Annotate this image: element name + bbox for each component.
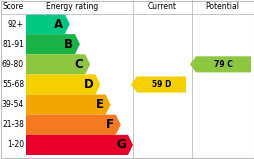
Text: 79 C: 79 C xyxy=(213,60,232,69)
Text: 55-68: 55-68 xyxy=(2,80,24,89)
Text: 21-38: 21-38 xyxy=(2,120,24,129)
Text: 92+: 92+ xyxy=(8,20,24,29)
Text: E: E xyxy=(95,98,103,111)
Polygon shape xyxy=(26,34,80,54)
Text: F: F xyxy=(105,118,113,131)
Text: A: A xyxy=(53,18,62,31)
Text: 39-54: 39-54 xyxy=(2,100,24,109)
Polygon shape xyxy=(131,76,185,93)
Text: Potential: Potential xyxy=(205,2,239,11)
Text: 59 D: 59 D xyxy=(151,80,170,89)
Polygon shape xyxy=(26,54,90,74)
Text: C: C xyxy=(74,58,83,71)
Text: Energy rating: Energy rating xyxy=(46,2,98,11)
Polygon shape xyxy=(26,14,70,34)
Text: 81-91: 81-91 xyxy=(2,40,24,49)
Text: D: D xyxy=(83,78,93,91)
Text: G: G xyxy=(116,138,125,151)
Polygon shape xyxy=(26,74,100,95)
Polygon shape xyxy=(26,115,120,135)
Polygon shape xyxy=(189,56,250,72)
Polygon shape xyxy=(26,135,133,155)
Text: Current: Current xyxy=(147,2,176,11)
Text: 69-80: 69-80 xyxy=(2,60,24,69)
Polygon shape xyxy=(26,95,110,115)
Text: B: B xyxy=(64,38,73,51)
Text: 1-20: 1-20 xyxy=(7,140,24,149)
Text: Score: Score xyxy=(2,2,24,11)
